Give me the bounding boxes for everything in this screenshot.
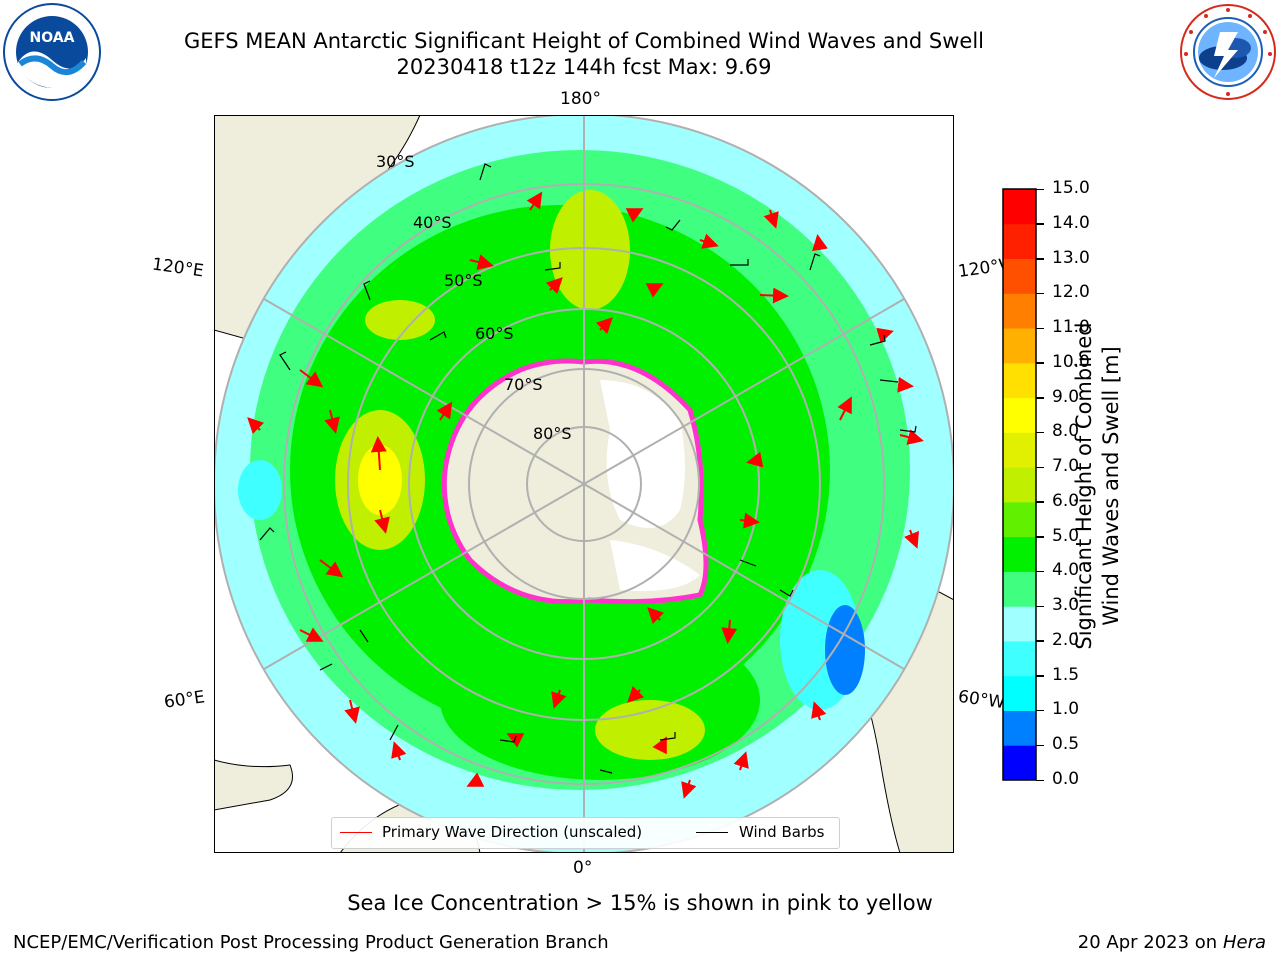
colorbar-tick-mark bbox=[1036, 223, 1044, 225]
colorbar-band bbox=[1003, 501, 1036, 538]
africa-land bbox=[214, 759, 293, 811]
colorbar-band bbox=[1003, 640, 1036, 677]
lat-label-40s: 40°S bbox=[413, 213, 452, 232]
lon-label-top: 180° bbox=[560, 89, 601, 109]
colorbar-tick-mark bbox=[1036, 431, 1044, 434]
colorbar-tick-mark bbox=[1036, 188, 1044, 190]
title-line-2: 20230418 t12z 144h fcst Max: 9.69 bbox=[396, 55, 772, 79]
wind-barbs bbox=[259, 163, 917, 774]
colorbar-tick-label: 0.0 bbox=[1052, 769, 1080, 789]
nws-logo bbox=[1180, 4, 1276, 100]
colorbar-band bbox=[1003, 189, 1036, 225]
colorbar-band bbox=[1003, 536, 1036, 572]
lon-label-bottom: 0° bbox=[573, 858, 593, 878]
footer-branch: NCEP/EMC/Verification Post Processing Pr… bbox=[13, 932, 609, 953]
colorbar-tick-label: 8.0 bbox=[1052, 421, 1080, 442]
noaa-logo: NOAA bbox=[3, 3, 101, 101]
legend-wind-barbs: Wind Barbs bbox=[739, 823, 825, 841]
colorbar-tick-mark bbox=[1036, 397, 1044, 399]
colorbar-tick-label: 4.0 bbox=[1052, 560, 1080, 581]
colorbar-tick-label: 11.0 bbox=[1052, 317, 1090, 338]
colorbar-label: Significant Height of Combined Wind Wave… bbox=[1071, 286, 1125, 686]
legend-primary-wave: Primary Wave Direction (unscaled) bbox=[382, 823, 643, 841]
ice-shelf bbox=[600, 380, 685, 528]
footer-date-text: 20 Apr 2023 on bbox=[1077, 932, 1218, 953]
colorbar-tick-mark bbox=[1036, 362, 1044, 364]
title-line-1: GEFS MEAN Antarctic Significant Height o… bbox=[183, 29, 985, 53]
colorbar-band bbox=[1003, 606, 1036, 642]
colorbar-tick-label: 1.5 bbox=[1052, 664, 1080, 685]
lat-label-30s: 30°S bbox=[376, 152, 415, 171]
colorbar-tick-mark bbox=[1036, 570, 1044, 573]
colorbar-tick-mark bbox=[1036, 779, 1044, 781]
lat-label-80s: 80°S bbox=[533, 424, 572, 443]
noaa-logo-text: NOAA bbox=[30, 30, 75, 46]
colorbar-label-line1: Significant Height of Combined bbox=[1072, 322, 1096, 650]
colorbar-tick-label: 13.0 bbox=[1052, 247, 1090, 268]
colorbar-tick-mark bbox=[1036, 466, 1044, 469]
nws-ring-marks bbox=[1184, 8, 1272, 96]
colorbar-band bbox=[1003, 745, 1036, 781]
colorbar-band bbox=[1003, 223, 1036, 260]
colorbar-band bbox=[1003, 675, 1036, 711]
colorbar-tick-mark bbox=[1036, 605, 1044, 608]
colorbar-band bbox=[1003, 432, 1036, 468]
colorbar-tick-label: 9.0 bbox=[1052, 386, 1080, 407]
colorbar-tick-label: 7.0 bbox=[1052, 456, 1080, 477]
wind-barb-swatch bbox=[696, 832, 728, 833]
colorbar-tick-label: 1.0 bbox=[1052, 699, 1080, 720]
wave-direction-arrows bbox=[247, 191, 924, 799]
colorbar-tick-mark bbox=[1036, 292, 1044, 295]
sea-ice-note: Sea Ice Concentration > 15% is shown in … bbox=[347, 891, 933, 915]
colorbar-tick-label: 12.0 bbox=[1052, 282, 1090, 303]
colorbar-tick-label: 2.0 bbox=[1052, 629, 1080, 650]
graticule bbox=[214, 115, 954, 853]
colorbar-tick-mark bbox=[1036, 536, 1044, 538]
map-legend: Primary Wave Direction (unscaled) Wind B… bbox=[331, 817, 840, 849]
colorbar-tick-label: 3.0 bbox=[1052, 595, 1080, 616]
ice-shelf-2 bbox=[610, 540, 700, 591]
colorbar-band bbox=[1003, 397, 1036, 433]
footer-date: 20 Apr 2023 on Hera bbox=[1078, 932, 1266, 953]
lat-label-60s: 60°S bbox=[475, 324, 514, 343]
colorbar-band bbox=[1003, 258, 1036, 294]
colorbar-tick-mark bbox=[1036, 744, 1044, 747]
colorbar-tick-label: 0.5 bbox=[1052, 734, 1080, 755]
colorbar-band bbox=[1003, 293, 1036, 329]
colorbar-tick-mark bbox=[1036, 258, 1044, 260]
colorbar-tick-label: 5.0 bbox=[1052, 525, 1080, 546]
colorbar-band bbox=[1003, 571, 1036, 607]
colorbar-tick-label: 6.0 bbox=[1052, 490, 1080, 511]
colorbar-band bbox=[1003, 328, 1036, 364]
lat-label-50s: 50°S bbox=[444, 271, 483, 290]
colorbar-tick-label: 10.0 bbox=[1052, 351, 1090, 372]
primary-wave-swatch bbox=[340, 832, 372, 833]
colorbar bbox=[1002, 188, 1037, 781]
footer-machine: Hera bbox=[1222, 932, 1266, 953]
lat-label-70s: 70°S bbox=[504, 375, 543, 394]
colorbar-label-line2: Wind Waves and Swell [m] bbox=[1099, 346, 1123, 626]
colorbar-band bbox=[1003, 710, 1036, 746]
colorbar-band bbox=[1003, 467, 1036, 503]
colorbar-tick-mark bbox=[1036, 675, 1044, 677]
colorbar-band bbox=[1003, 362, 1036, 399]
colorbar-tick-mark bbox=[1036, 640, 1044, 642]
colorbar-tick-mark bbox=[1036, 709, 1044, 712]
colorbar-tick-mark bbox=[1036, 501, 1044, 503]
colorbar-tick-label: 15.0 bbox=[1052, 178, 1090, 198]
colorbar-tick-mark bbox=[1036, 327, 1044, 330]
colorbar-tick-label: 14.0 bbox=[1052, 212, 1090, 233]
